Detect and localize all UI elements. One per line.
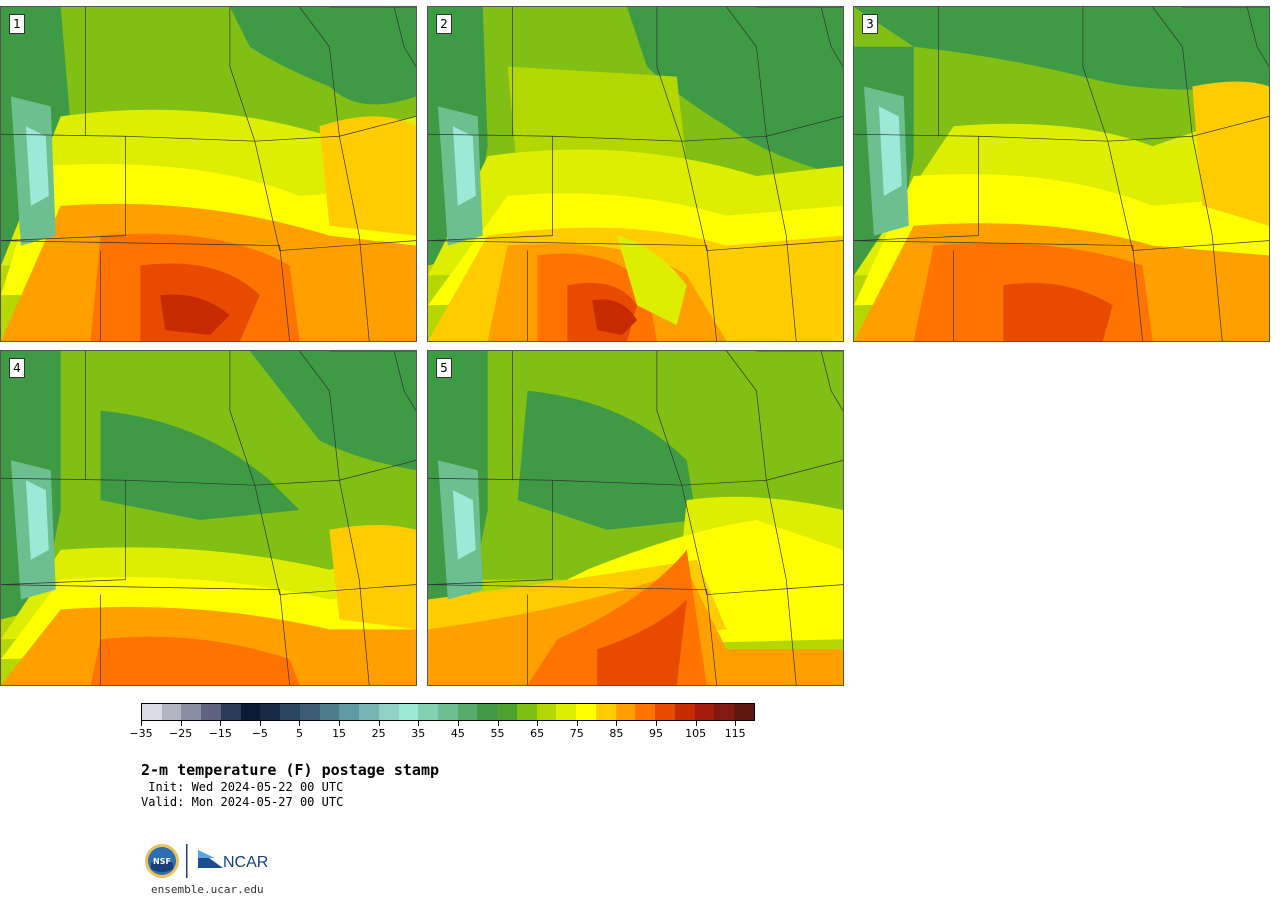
colorbar-swatch <box>615 704 636 720</box>
colorbar-swatch <box>240 704 261 720</box>
colorbar-tick-label: 65 <box>530 727 545 740</box>
colorbar-tick-label: 75 <box>569 727 584 740</box>
colorbar-swatch <box>418 704 439 720</box>
colorbar-swatch <box>398 704 419 720</box>
colorbar-swatch <box>556 704 577 720</box>
forecast-panel-4: 4 <box>0 350 417 686</box>
colorbar-tick-label: 5 <box>295 727 303 740</box>
colorbar-tick-label: 35 <box>411 727 426 740</box>
colorbar-tick <box>378 721 380 726</box>
colorbar-tick <box>616 721 618 726</box>
colorbar-tick <box>655 721 657 726</box>
colorbar-swatch <box>635 704 656 720</box>
colorbar-tick <box>576 721 578 726</box>
temperature-map-4 <box>1 351 416 685</box>
colorbar-swatch <box>260 704 281 720</box>
colorbar-swatch <box>220 704 241 720</box>
colorbar-tick-label: −15 <box>208 727 232 740</box>
colorbar-tick-label: 45 <box>450 727 465 740</box>
panel-number-label: 4 <box>9 358 25 378</box>
colorbar-swatch <box>576 704 596 720</box>
nsf-ncar-logo: NSF NCAR <box>145 844 268 878</box>
colorbar-tick-label: 85 <box>609 727 624 740</box>
colorbar-swatch <box>201 704 221 720</box>
colorbar-tick-label: −35 <box>129 727 153 740</box>
colorbar-tick <box>299 721 301 726</box>
colorbar-tick <box>180 721 182 726</box>
panel-number-label: 1 <box>9 14 25 34</box>
forecast-panel-5: 5 <box>427 350 844 686</box>
colorbar-tick-label: 115 <box>724 727 746 740</box>
colorbar-swatch <box>319 704 340 720</box>
website-url: ensemble.ucar.edu <box>151 883 264 896</box>
temperature-map-3 <box>854 7 1269 341</box>
colorbar-tick <box>418 721 420 726</box>
ncar-logo-icon: NCAR <box>198 850 268 871</box>
forecast-panel-3: 3 <box>853 6 1270 342</box>
colorbar-tick <box>339 721 341 726</box>
valid-time: Valid: Mon 2024-05-27 00 UTC <box>141 795 344 809</box>
colorbar-tick <box>735 721 737 726</box>
colorbar-tick-label: 15 <box>332 727 347 740</box>
colorbar-swatch <box>142 704 162 720</box>
colorbar-tick-label: 55 <box>490 727 505 740</box>
nsf-logo-icon: NSF <box>145 844 179 878</box>
chart-title: 2-m temperature (F) postage stamp <box>141 761 440 779</box>
colorbar-tick <box>497 721 499 726</box>
colorbar-swatch <box>714 704 735 720</box>
colorbar-tick-label: 95 <box>648 727 663 740</box>
colorbar-swatch <box>339 704 360 720</box>
nsf-logo-text: NSF <box>153 857 171 866</box>
colorbar-swatch <box>516 704 537 720</box>
temperature-map-5 <box>428 351 843 685</box>
temperature-map-2 <box>428 7 843 341</box>
colorbar-tick <box>259 721 261 726</box>
colorbar-swatch <box>161 704 182 720</box>
colorbar-swatch <box>655 704 675 720</box>
colorbar-swatch <box>299 704 320 720</box>
forecast-panel-1: 1 <box>0 6 417 342</box>
temperature-colorbar <box>141 703 755 721</box>
panel-number-label: 3 <box>862 14 878 34</box>
colorbar-swatch <box>280 704 300 720</box>
colorbar-swatch <box>694 704 715 720</box>
colorbar-tick <box>220 721 222 726</box>
colorbar-tick <box>695 721 697 726</box>
colorbar-swatch <box>438 704 458 720</box>
panel-number-label: 2 <box>436 14 452 34</box>
colorbar-tick-label: −25 <box>169 727 193 740</box>
temperature-map-1 <box>1 7 416 341</box>
colorbar-swatch <box>359 704 379 720</box>
panel-number-label: 5 <box>436 358 452 378</box>
init-time: Init: Wed 2024-05-22 00 UTC <box>141 780 344 794</box>
colorbar-swatch <box>181 704 202 720</box>
colorbar-swatch <box>378 704 399 720</box>
colorbar-swatch <box>536 704 557 720</box>
colorbar-tick <box>141 721 142 726</box>
colorbar-tick-labels: −35 −25 −15 −5 5 15 25 35 45 55 65 75 85 95 105 115 <box>129 721 755 741</box>
colorbar-swatch <box>734 704 754 720</box>
colorbar-tick-label: 25 <box>371 727 386 740</box>
colorbar-swatch <box>674 704 695 720</box>
colorbar-tick-label: 105 <box>685 727 707 740</box>
colorbar-tick <box>537 721 539 726</box>
forecast-panel-2: 2 <box>427 6 844 342</box>
ncar-logo-text: NCAR <box>223 854 268 871</box>
colorbar-swatch <box>477 704 498 720</box>
colorbar-swatch <box>497 704 517 720</box>
colorbar-swatch <box>457 704 478 720</box>
colorbar-tick <box>457 721 459 726</box>
colorbar-swatch <box>595 704 616 720</box>
colorbar-tick-label: −5 <box>251 727 268 740</box>
